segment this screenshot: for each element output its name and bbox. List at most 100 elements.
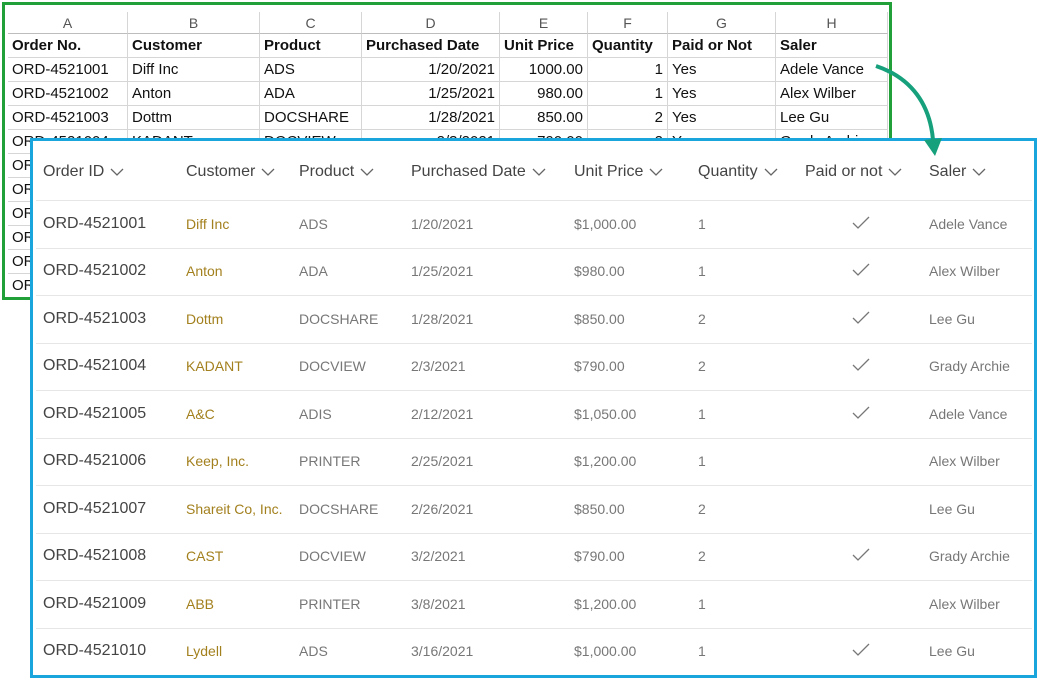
cell: ADS: [260, 58, 362, 82]
column-letter: E: [500, 12, 588, 34]
column-header[interactable]: Purchased Date: [411, 160, 571, 184]
paid-check: [852, 263, 870, 277]
cell: 2/26/2021: [411, 500, 474, 517]
column-header[interactable]: Order ID: [43, 160, 183, 184]
paid-check: [852, 643, 870, 657]
cell: 1000.00: [500, 58, 588, 82]
column-header[interactable]: Unit Price: [574, 160, 694, 184]
column-header[interactable]: Paid or not: [805, 160, 925, 184]
column-letter: D: [362, 12, 500, 34]
cell: ABB: [186, 595, 215, 612]
row-divider: [36, 532, 1032, 534]
cell: ADA: [299, 263, 328, 280]
cell: Yes: [668, 106, 776, 130]
cell: $1,200.00: [574, 595, 637, 612]
cell: 1: [588, 58, 668, 82]
cell: Lee Gu: [929, 643, 975, 660]
cell: 2/25/2021: [411, 453, 474, 470]
order-id: ORD-4521002: [43, 262, 147, 280]
row-divider: [36, 580, 1032, 581]
cell: Dottm: [128, 106, 260, 130]
sort-chevron: [764, 168, 778, 176]
row-divider: [36, 437, 1032, 439]
cell: Lee Gu: [929, 500, 975, 517]
cell: 3/8/2021: [411, 595, 466, 612]
cell: 1/25/2021: [411, 263, 474, 280]
cell: 1: [698, 263, 706, 280]
order-id: ORD-4521007: [43, 499, 147, 517]
header-label: Customer: [186, 163, 256, 180]
cell: 2/3/2021: [411, 358, 466, 375]
sort-chevron: [972, 168, 986, 176]
paid-check: [852, 548, 870, 562]
cell: ORD-4521002: [8, 82, 128, 106]
cell: 2/12/2021: [411, 405, 474, 422]
header-label: Unit Price: [574, 163, 644, 180]
cell: Diff Inc: [186, 215, 230, 232]
cell: Lee Gu: [929, 310, 975, 327]
row-divider: [36, 295, 1032, 296]
sort-chevron: [110, 168, 124, 176]
cell: ADIS: [299, 405, 332, 422]
cell: 2: [698, 358, 706, 375]
cell: Grady Archie: [929, 548, 1010, 565]
column-letter: G: [668, 12, 776, 34]
column-header[interactable]: Customer: [186, 160, 296, 184]
cell: 3/16/2021: [411, 643, 474, 660]
arrow-head: [924, 138, 942, 156]
cell: $1,000.00: [574, 643, 637, 660]
column-header[interactable]: Saler: [929, 160, 1034, 184]
cell: Lydell: [186, 643, 223, 660]
cell: DOCSHARE: [299, 310, 379, 327]
cell: 1/20/2021: [411, 215, 474, 232]
order-id: ORD-4521005: [43, 404, 147, 422]
header-cell: Unit Price: [500, 34, 588, 58]
header-cell: Quantity: [588, 34, 668, 58]
cell: Yes: [668, 82, 776, 106]
cell: 1/28/2021: [362, 106, 500, 130]
row-divider: [36, 627, 1032, 629]
cell: DOCSHARE: [260, 106, 362, 130]
cell: 2: [698, 548, 706, 565]
cell: DOCSHARE: [299, 500, 379, 517]
cell: $850.00: [574, 500, 625, 517]
order-id: ORD-4521004: [43, 357, 147, 375]
cell: $1,000.00: [574, 215, 637, 232]
cell: $1,200.00: [574, 453, 637, 470]
cell: Adele Vance: [929, 215, 1008, 232]
column-header[interactable]: Product: [299, 160, 409, 184]
paid-check: [852, 216, 870, 229]
cell: Dottm: [186, 310, 224, 327]
cell: Alex Wilber: [776, 82, 888, 106]
header-cell: Purchased Date: [362, 34, 500, 58]
cell: CAST: [186, 548, 224, 565]
paid-check: [852, 311, 870, 324]
header-label: Saler: [929, 163, 967, 180]
cell: ORD-4521003: [8, 106, 128, 130]
header-label: Paid or not: [805, 163, 883, 180]
sort-chevron: [649, 168, 663, 176]
column-header[interactable]: Quantity: [698, 160, 803, 184]
cell: Diff Inc: [128, 58, 260, 82]
cell: ORD-4521001: [8, 58, 128, 82]
row-divider: [36, 485, 1032, 486]
header-cell: Saler: [776, 34, 888, 58]
sort-chevron: [261, 168, 275, 176]
sort-chevron: [532, 168, 546, 176]
column-letter: A: [8, 12, 128, 34]
header-label: Purchased Date: [411, 163, 526, 180]
cell: $1,050.00: [574, 405, 637, 422]
cell: $980.00: [574, 263, 625, 280]
sort-chevron: [360, 168, 374, 176]
cell: 1: [698, 405, 706, 422]
cell: Anton: [186, 263, 223, 280]
column-letter: B: [128, 12, 260, 34]
cell: KADANT: [186, 358, 243, 375]
cell: 2: [698, 500, 706, 517]
cell: 850.00: [500, 106, 588, 130]
header-cell: Product: [260, 34, 362, 58]
cell: 1: [588, 82, 668, 106]
paid-check: [852, 406, 870, 419]
cell: A&C: [186, 405, 215, 422]
